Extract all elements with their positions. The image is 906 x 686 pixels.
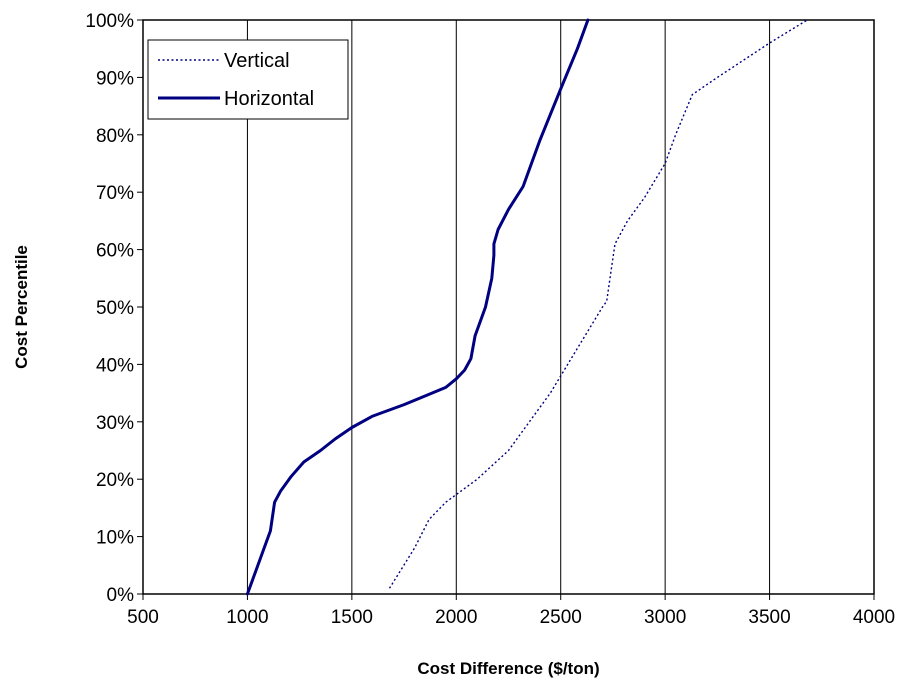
y-tick-label: 40%	[96, 355, 134, 376]
legend-box	[147, 39, 349, 120]
legend-label-vertical: Vertical	[224, 50, 290, 72]
y-tick-label: 10%	[96, 528, 134, 549]
x-tick-label: 2500	[540, 607, 582, 628]
grid-lines	[246, 20, 771, 594]
x-tick-label: 500	[127, 607, 159, 628]
y-tick-label: 70%	[96, 183, 134, 204]
x-tick-label: 4000	[853, 607, 895, 628]
x-tick-label: 2000	[435, 607, 477, 628]
y-tick-label: 60%	[96, 241, 134, 262]
y-tick-label: 80%	[96, 126, 134, 147]
x-axis: 500 1000 1500 2000 2500 3000 3500 4000	[127, 594, 895, 628]
x-tick-label: 1000	[226, 607, 268, 628]
x-tick-label: 3500	[748, 607, 790, 628]
y-tick-label: 50%	[96, 298, 134, 319]
x-tick-label: 1500	[331, 607, 373, 628]
y-tick-label: 0%	[107, 585, 135, 606]
legend-label-horizontal: Horizontal	[224, 88, 314, 110]
x-axis-title: Cost Difference ($/ton)	[417, 659, 599, 678]
y-tick-label: 30%	[96, 413, 134, 434]
x-tick-label: 3000	[644, 607, 686, 628]
y-tick-label: 100%	[85, 11, 134, 32]
series-line-horizontal	[245, 18, 590, 596]
y-axis: 0% 10% 20% 30% 40% 50% 60% 70% 80% 90% 100%	[85, 11, 143, 606]
y-axis-title: Cost Percentile	[12, 245, 31, 369]
series-line-vertical	[388, 19, 808, 589]
legend: Vertical Horizontal	[147, 39, 349, 120]
y-tick-label: 20%	[96, 470, 134, 491]
y-tick-label: 90%	[96, 68, 134, 89]
series-layer	[245, 18, 808, 596]
